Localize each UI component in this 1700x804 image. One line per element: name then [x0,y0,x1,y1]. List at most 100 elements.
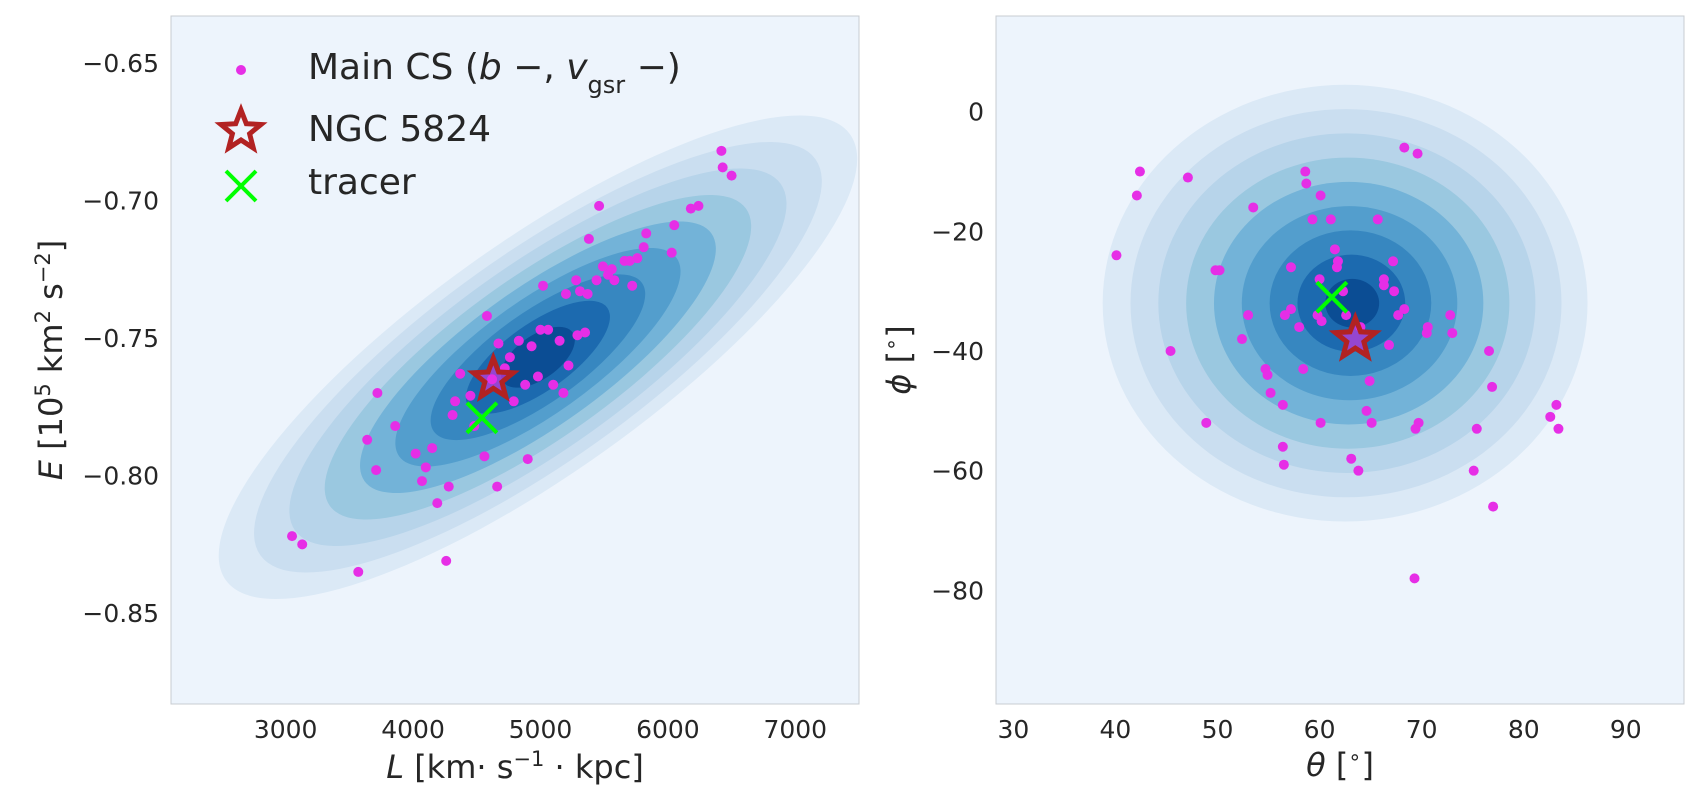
data-point [353,566,364,577]
data-point [627,280,638,291]
data-point [548,379,559,390]
data-point [597,261,608,272]
y-tick-label: −60 [931,457,984,486]
data-point [508,396,519,407]
data-point [1278,459,1289,470]
x-tick-label: 6000 [636,715,700,744]
data-point [481,310,492,321]
data-point [420,462,431,473]
data-point [538,280,549,291]
right-x-axis-label: θ [∘] [1306,745,1374,784]
data-point [535,324,546,335]
x-tick-label: 80 [1508,715,1540,744]
data-point [1413,417,1424,428]
data-point [1301,178,1312,189]
tracer-x-marker [465,401,499,435]
data-point [1286,262,1297,273]
right-kde-contours [1102,84,1588,522]
data-point [522,454,533,465]
data-point [1393,310,1404,321]
data-point [1314,274,1325,285]
y-tick-label: −0.75 [82,324,159,353]
data-point [1364,375,1375,386]
data-point [287,531,298,542]
data-point [504,352,515,363]
data-point [1422,322,1433,333]
data-point [1468,465,1479,476]
data-point [554,335,565,346]
y-tick-label: −40 [931,337,984,366]
x-tick-label: 40 [1100,715,1132,744]
y-tick-label: −80 [931,576,984,605]
data-point [606,264,617,275]
data-point [726,170,737,181]
right-y-axis-label: ϕ [∘] [879,325,918,394]
legend-label-ngc5824: NGC 5824 [308,109,491,150]
y-tick-label: −20 [931,217,984,246]
data-point [1329,244,1340,255]
right-points [1111,142,1564,584]
right-y-ticks: −80 −60 −40 −20 0 [931,98,984,606]
data-point [410,448,421,459]
data-point [641,228,652,239]
data-point [1399,142,1410,153]
data-point [479,451,490,462]
data-point [1300,166,1311,177]
y-tick-label: −0.85 [82,599,159,628]
data-point [571,275,582,286]
data-point [1551,399,1562,410]
data-point [693,200,704,211]
x-tick-label: 90 [1610,715,1642,744]
data-point [1366,417,1377,428]
data-point [624,255,635,266]
data-point [1412,148,1423,159]
data-point [1315,417,1326,428]
data-point [1389,286,1400,297]
data-point [532,371,543,382]
left-y-ticks: −0.85 −0.80 −0.75 −0.70 −0.65 [82,49,159,628]
data-point [543,324,554,335]
left-kde-contours [218,115,858,600]
x-tick-label: 50 [1202,715,1234,744]
data-point [447,410,458,421]
data-point [594,200,605,211]
left-x-axis-label: L [km· s−1 · kpc] [386,747,644,786]
data-point [638,242,649,253]
data-point [1248,202,1259,213]
data-point [465,390,476,401]
y-tick-label: −0.80 [82,462,159,491]
legend-x-marker [224,169,258,203]
y-tick-label: −0.70 [82,186,159,215]
data-point [1279,310,1290,321]
data-point [1372,214,1383,225]
x-tick-label: 5000 [509,715,573,744]
data-point [580,327,591,338]
data-point [450,396,461,407]
legend-dot-marker [236,65,246,75]
data-point [1553,423,1564,434]
data-point [572,330,583,341]
data-point [685,203,696,214]
data-point [493,338,504,349]
data-point [1315,190,1326,201]
data-point [1286,304,1297,315]
data-point [1165,346,1176,357]
left-x-ticks: 3000 4000 5000 6000 7000 [254,715,827,744]
x-tick-label: 60 [1304,715,1336,744]
data-point [432,498,443,509]
data-point [362,434,373,445]
legend-star-marker [214,103,268,154]
data-point [717,162,728,173]
data-point [1325,214,1336,225]
left-points [287,145,737,577]
x-tick-label: 70 [1406,715,1438,744]
data-point [1265,387,1276,398]
data-point [591,275,602,286]
data-point [526,341,537,352]
data-point [390,421,401,432]
x-tick-label: 30 [997,715,1029,744]
data-point [716,145,727,156]
ngc5824-star-marker [466,351,520,402]
data-point [1262,369,1273,380]
data-point [1409,573,1420,584]
